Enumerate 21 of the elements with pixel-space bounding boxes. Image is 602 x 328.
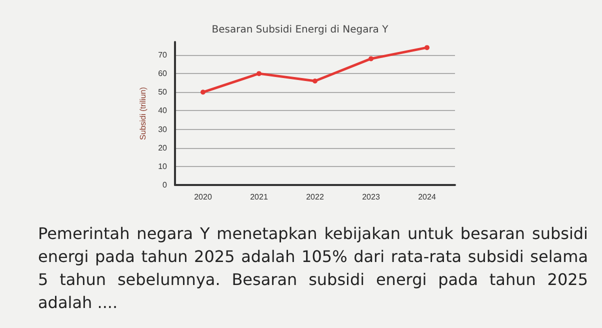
point [368, 56, 374, 62]
y-tick-label: 10 [158, 162, 168, 171]
y-tick-label: 40 [158, 106, 168, 116]
y-tick-label: 60 [158, 69, 168, 78]
point [200, 90, 206, 95]
x-tick-label: 2021 [250, 192, 268, 202]
x-tick-label: 2020 [194, 192, 212, 202]
point [424, 45, 430, 50]
y-tick-label: 70 [158, 50, 168, 60]
x-tick-label: 2024 [418, 192, 436, 202]
x-tick-label: 2023 [362, 192, 380, 202]
x-tick-label: 2022 [306, 192, 324, 202]
chart-title: Besaran Subsidi Energi di Negara Y [212, 24, 390, 36]
y-tick-label: 50 [158, 88, 168, 97]
text: Pemerintah negara Y menetapkan kebijakan untuk besaran subsidi energi pada tahun 2025 adalah 105% dari rata-rata subsidi selama 5 tahun sebelumnya. Besaran subsidi energi pada tahun 2025 adalah .... [38, 223, 588, 314]
point [312, 78, 318, 84]
y-tick-label: 0 [162, 180, 168, 190]
point [256, 71, 262, 76]
y-tick-label: 20 [158, 143, 168, 152]
y-tick-label: 30 [158, 124, 168, 134]
y-axis-title: Subsidi (triliun) [138, 86, 148, 140]
